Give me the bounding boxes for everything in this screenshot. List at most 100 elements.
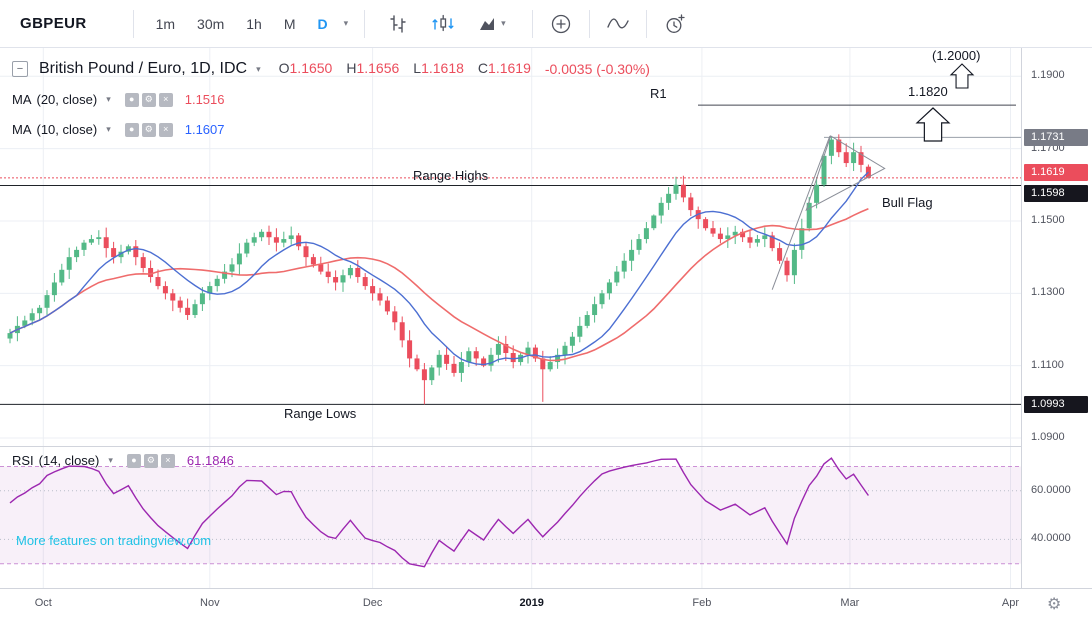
ohlc-open-label: O — [278, 60, 290, 76]
interval-group: 1m 30m 1h M D ▾ — [134, 0, 365, 47]
range-highs-label[interactable]: Range Highs — [413, 168, 489, 183]
time-axis-label-Apr: Apr — [1001, 597, 1020, 609]
chevron-down-icon[interactable]: ▾ — [106, 124, 111, 134]
price-tick: 1.0900 — [1031, 431, 1065, 444]
flag-pennant-triangle — [805, 135, 886, 212]
ohlc-high-label: H — [346, 60, 357, 76]
change-value: -0.0035 (-0.30%) — [544, 61, 650, 77]
ohlc-close: C1.1619 — [478, 60, 531, 78]
time-axis-label-Oct: Oct — [34, 597, 52, 609]
chevron-down-icon[interactable]: ▾ — [106, 94, 111, 104]
main-chart-svg — [0, 48, 1021, 446]
close-icon[interactable]: × — [158, 92, 173, 107]
ma10-indicator-title[interactable]: MA — [12, 122, 32, 137]
up-arrow-1-2000 — [949, 63, 975, 89]
price-badge-1.1731: 1.1731 — [1024, 129, 1088, 147]
ma20-indicator-params: (20, close) — [36, 92, 98, 107]
time-axis-label-Nov: Nov — [200, 597, 220, 609]
rsi-chart-svg — [0, 447, 1021, 588]
target-1-1820-label[interactable]: 1.1820 — [908, 84, 948, 99]
ohlc-close-label: C — [477, 60, 489, 76]
rsi-indicator-params: (14, close) — [38, 453, 100, 468]
candlestick-series — [7, 134, 871, 405]
ohlc-open-value: 1.1650 — [289, 60, 333, 76]
time-axis[interactable]: Oct Nov Dec 2019 Feb Mar Apr ⚙ — [0, 588, 1092, 620]
area-style-button[interactable]: ▾ — [467, 0, 520, 47]
rsi-line — [9, 457, 869, 568]
alert-clock-icon — [666, 13, 685, 33]
symbol-search-button[interactable]: GBPEUR — [20, 15, 87, 32]
interval-button-1D[interactable]: D — [317, 15, 328, 32]
chevron-down-icon[interactable]: ▾ — [108, 455, 113, 465]
chart-style-group: ▾ — [365, 0, 532, 47]
close-icon[interactable]: × — [158, 122, 173, 137]
rsi-value: 61.1846 — [186, 453, 234, 468]
toolbar-divider — [645, 9, 647, 38]
axis-settings-gear-icon[interactable]: ⚙ — [1047, 596, 1062, 613]
ohlc-open: O1.1650 — [279, 60, 333, 78]
price-scale[interactable]: 1.1900 1.1700 1.1500 1.1300 1.1100 1.0900 1.17… — [1021, 48, 1092, 588]
ma20-value: 1.1516 — [184, 92, 225, 107]
up-arrow-1-1820 — [915, 107, 951, 142]
chevron-down-icon[interactable]: ▾ — [343, 18, 349, 28]
price-chart-pane[interactable]: Range Highs Range Lows R1 Bull Flag 1.18… — [0, 48, 1021, 446]
collapse-pane-icon[interactable]: − — [12, 61, 28, 77]
toolbar-divider — [531, 9, 533, 38]
time-axis-label-Feb: Feb — [692, 597, 712, 609]
toolbar-divider — [588, 9, 590, 38]
ma20-indicator-title[interactable]: MA — [12, 92, 32, 107]
eye-icon[interactable]: ● — [124, 122, 139, 137]
rsi-legend-buttons: ● ⚙ × — [126, 453, 175, 468]
rsi-indicator-title[interactable]: RSI — [12, 453, 34, 468]
pane-divider[interactable] — [0, 446, 1092, 447]
price-tick: 1.1300 — [1031, 286, 1065, 299]
ma20-legend-row: MA (20, close) ▾ ● ⚙ × 1.1516 — [12, 92, 225, 107]
toolbar-divider — [132, 9, 134, 38]
ohlc-low-label: L — [413, 60, 422, 76]
ohlc-low: L1.1618 — [413, 60, 464, 78]
compare-button[interactable] — [533, 0, 589, 47]
r1-label[interactable]: R1 — [650, 86, 667, 101]
interval-button-30m[interactable]: 30m — [197, 15, 225, 32]
gear-icon[interactable]: ⚙ — [141, 92, 156, 107]
tradingview-watermark-link[interactable]: More features on tradingview.com — [16, 533, 212, 548]
ma10-value: 1.1607 — [184, 122, 225, 137]
gear-icon[interactable]: ⚙ — [143, 453, 158, 468]
chevron-down-icon[interactable]: ▾ — [256, 63, 261, 74]
price-tick: 1.1500 — [1031, 213, 1065, 226]
close-icon[interactable]: × — [160, 453, 175, 468]
eye-icon[interactable]: ● — [126, 453, 141, 468]
compare-plus-icon — [551, 14, 570, 33]
target-1-2000-label[interactable]: (1.2000) — [932, 48, 981, 63]
eye-icon[interactable]: ● — [124, 92, 139, 107]
interval-button-1h[interactable]: 1h — [246, 15, 262, 32]
area-style-icon — [480, 17, 495, 30]
candles-style-icon — [432, 14, 454, 31]
toolbar-divider — [364, 9, 366, 38]
alert-button[interactable] — [647, 0, 703, 47]
ohlc-high: H1.1656 — [346, 60, 399, 78]
price-tick: 1.1900 — [1031, 69, 1065, 82]
range-lows-label[interactable]: Range Lows — [284, 406, 357, 421]
time-axis-label-2019: 2019 — [519, 597, 544, 609]
top-toolbar: GBPEUR 1m 30m 1h M D ▾ — [0, 0, 1092, 48]
bull-flag-label[interactable]: Bull Flag — [882, 195, 933, 210]
price-badge-1.1598: 1.1598 — [1024, 185, 1088, 203]
candles-style-button[interactable] — [421, 0, 465, 47]
rsi-legend-row: RSI (14, close) ▾ ● ⚙ × 61.1846 — [12, 453, 234, 468]
symbol-legend-row: − British Pound / Euro, 1D, IDC ▾ O1.165… — [12, 60, 650, 78]
gear-icon[interactable]: ⚙ — [141, 122, 156, 137]
trendline-tool-button[interactable] — [590, 0, 646, 47]
ma20-legend-buttons: ● ⚙ × — [124, 92, 173, 107]
symbol-title[interactable]: British Pound / Euro, 1D, IDC — [39, 60, 248, 77]
ma20-line — [9, 208, 869, 362]
trendline-squiggle-icon — [607, 17, 629, 28]
rsi-tick: 60.0000 — [1031, 483, 1071, 496]
rsi-pane[interactable]: RSI (14, close) ▾ ● ⚙ × 61.1846 More fea… — [0, 447, 1021, 588]
ma10-indicator-params: (10, close) — [36, 122, 98, 137]
interval-button-1M[interactable]: M — [283, 15, 296, 32]
interval-button-1m[interactable]: 1m — [155, 15, 176, 32]
price-tick: 1.1100 — [1031, 358, 1064, 371]
bars-style-button[interactable] — [377, 0, 419, 47]
